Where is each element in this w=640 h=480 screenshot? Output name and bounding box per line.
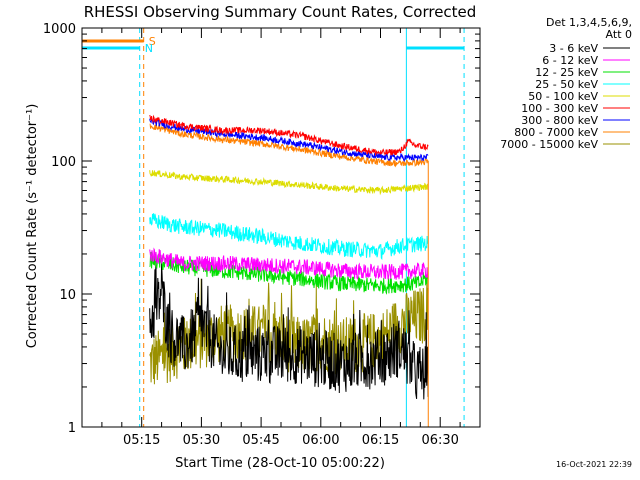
series-layer: [149, 114, 429, 427]
saa-flag-label: S: [149, 35, 156, 48]
legend-label: 300 - 800 keV: [521, 114, 598, 127]
series-line-7: [149, 123, 429, 168]
y-tick-label: 1000: [43, 22, 76, 37]
date-stamp: 16-Oct-2021 22:39: [556, 460, 632, 469]
x-tick-label: 05:15: [123, 433, 160, 448]
series-line-6: [149, 118, 429, 163]
x-tick-label: 05:45: [242, 433, 279, 448]
series-line-2: [149, 251, 429, 295]
legend-label: 50 - 100 keV: [528, 90, 598, 103]
chart-title: RHESSI Observing Summary Count Rates, Co…: [84, 3, 477, 21]
legend-label: 7000 - 15000 keV: [500, 138, 598, 151]
legend-label: 800 - 7000 keV: [514, 126, 598, 139]
x-tick-label: 06:30: [421, 433, 458, 448]
legend-label: 3 - 6 keV: [549, 42, 598, 55]
series-line-3: [149, 213, 429, 261]
x-tick-label: 06:15: [362, 433, 399, 448]
legend-label: 6 - 12 keV: [542, 54, 598, 67]
y-axis-label: Corrected Count Rate (s⁻¹ detector⁻¹): [25, 104, 40, 349]
legend-label: 25 - 50 keV: [535, 78, 598, 91]
y-tick-label: 10: [59, 288, 76, 303]
y-tick-label: 1: [68, 421, 76, 436]
x-tick-label: 05:30: [183, 433, 220, 448]
y-tick-label: 100: [51, 155, 76, 170]
axes: 1 10 100 1000 05:15 05:30 05:45 06:00 06:15 06:30: [43, 22, 481, 448]
series-line-1: [149, 247, 429, 280]
series-line-5: [149, 114, 429, 157]
x-axis-label: Start Time (28-Oct-10 05:00:22): [175, 456, 385, 471]
legend-header-line-1: Det 1,3,4,5,6,9,: [546, 16, 632, 29]
legend-label: 12 - 25 keV: [535, 66, 598, 79]
series-line-4: [149, 170, 429, 196]
night-flag-label: N: [145, 42, 153, 55]
legend-header-line-2: Att 0: [606, 28, 632, 41]
legend-label: 100 - 300 keV: [521, 102, 598, 115]
series-line-0: [149, 251, 429, 400]
x-tick-label: 06:00: [302, 433, 339, 448]
